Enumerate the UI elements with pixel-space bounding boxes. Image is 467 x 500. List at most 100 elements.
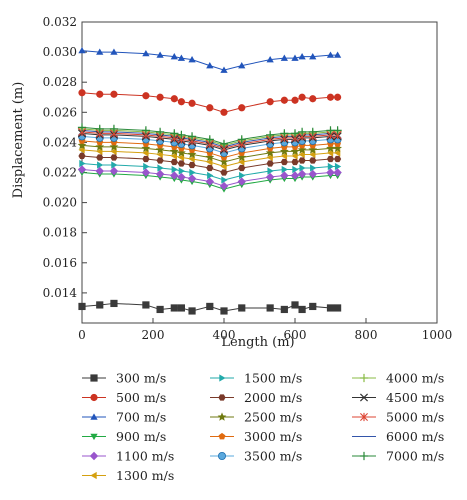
data-point <box>189 168 196 177</box>
data-point <box>298 305 306 314</box>
data-point <box>178 167 185 175</box>
legend-marker <box>219 374 226 382</box>
series-markers-15 <box>77 123 342 149</box>
legend-label: 3000 m/s <box>244 429 302 444</box>
y-tick-label: 0.032 <box>43 15 77 29</box>
data-point <box>326 143 335 153</box>
data-point <box>110 48 118 55</box>
data-point <box>187 149 197 159</box>
data-point <box>79 159 86 168</box>
series-markers-4 <box>77 165 342 191</box>
data-point <box>142 50 150 57</box>
legend-item: 4500 m/s <box>352 390 444 405</box>
data-point <box>333 143 342 153</box>
data-point <box>177 130 186 139</box>
data-point <box>237 152 247 162</box>
data-point <box>96 90 104 98</box>
data-point <box>309 302 317 311</box>
data-point <box>326 304 335 312</box>
data-point <box>77 123 87 132</box>
legend-label: 700 m/s <box>116 410 166 425</box>
data-point <box>297 145 307 154</box>
legend-item: 5000 m/s <box>352 410 444 425</box>
data-point <box>95 124 104 133</box>
data-point <box>237 177 246 186</box>
x-tick-label: 1000 <box>422 328 453 342</box>
legend-marker <box>359 451 369 461</box>
data-point <box>78 152 86 160</box>
data-point <box>220 66 228 73</box>
data-point <box>171 165 178 174</box>
y-tick-label: 0.020 <box>43 196 77 210</box>
data-point <box>220 307 228 315</box>
y-tick-label: 0.026 <box>43 105 77 119</box>
data-point <box>170 129 179 138</box>
data-point <box>142 301 150 309</box>
data-point <box>334 304 342 312</box>
data-point <box>78 302 86 311</box>
legend-item: 4000 m/s <box>352 371 444 386</box>
data-point <box>142 92 150 100</box>
legend-item: 3500 m/s <box>210 449 302 464</box>
data-point <box>308 169 317 179</box>
data-point <box>291 301 299 309</box>
data-point <box>334 93 342 101</box>
data-point <box>238 304 246 312</box>
legend-marker <box>217 451 226 460</box>
legend-label: 7000 m/s <box>386 449 444 464</box>
data-point <box>219 157 229 166</box>
y-axis-title: Displacement (m) <box>11 82 26 199</box>
data-point <box>206 302 214 311</box>
data-point <box>206 104 214 112</box>
y-tick-label: 0.016 <box>43 256 77 270</box>
data-point <box>206 62 214 69</box>
legend-label: 1300 m/s <box>116 468 174 483</box>
series-markers-2 <box>78 47 342 73</box>
data-point <box>188 99 196 107</box>
data-point <box>238 104 246 112</box>
legend-marker <box>218 394 226 401</box>
legend-item: 2000 m/s <box>210 390 302 405</box>
y-tick-label: 0.028 <box>43 75 77 89</box>
legend-marker <box>360 412 368 422</box>
legend-item: 3000 m/s <box>210 429 302 444</box>
data-point <box>221 176 228 184</box>
y-tick-label: 0.030 <box>43 45 77 59</box>
x-tick-label: 600 <box>284 328 307 342</box>
data-point <box>155 169 165 179</box>
data-point <box>177 98 185 106</box>
data-point <box>188 161 196 169</box>
legend-item: 6000 m/s <box>352 429 444 444</box>
data-point <box>309 53 317 60</box>
data-point <box>170 95 178 103</box>
legend-item: 1100 m/s <box>82 449 174 464</box>
data-point <box>238 164 246 172</box>
data-point <box>326 126 335 135</box>
x-tick-label: 400 <box>213 328 236 342</box>
data-point <box>291 54 299 61</box>
data-point <box>298 127 307 136</box>
data-point <box>308 145 318 154</box>
legend-marker <box>217 412 227 421</box>
data-point <box>96 154 104 161</box>
data-point <box>265 148 275 157</box>
data-point <box>239 171 246 180</box>
data-point <box>238 62 246 69</box>
legend-marker <box>90 393 98 402</box>
data-point <box>141 168 151 177</box>
legend-marker <box>90 374 98 382</box>
data-point <box>142 155 150 163</box>
series-markers-8 <box>77 140 342 166</box>
data-point <box>96 301 104 309</box>
data-point <box>156 305 164 314</box>
legend-label: 1100 m/s <box>116 449 174 464</box>
data-point <box>266 160 274 167</box>
data-point <box>326 155 335 163</box>
legend-marker <box>89 451 99 461</box>
data-point <box>290 129 300 138</box>
series-markers <box>77 47 342 315</box>
data-point <box>326 51 335 58</box>
data-point <box>326 168 335 177</box>
data-point <box>170 304 178 312</box>
data-point <box>280 54 288 61</box>
